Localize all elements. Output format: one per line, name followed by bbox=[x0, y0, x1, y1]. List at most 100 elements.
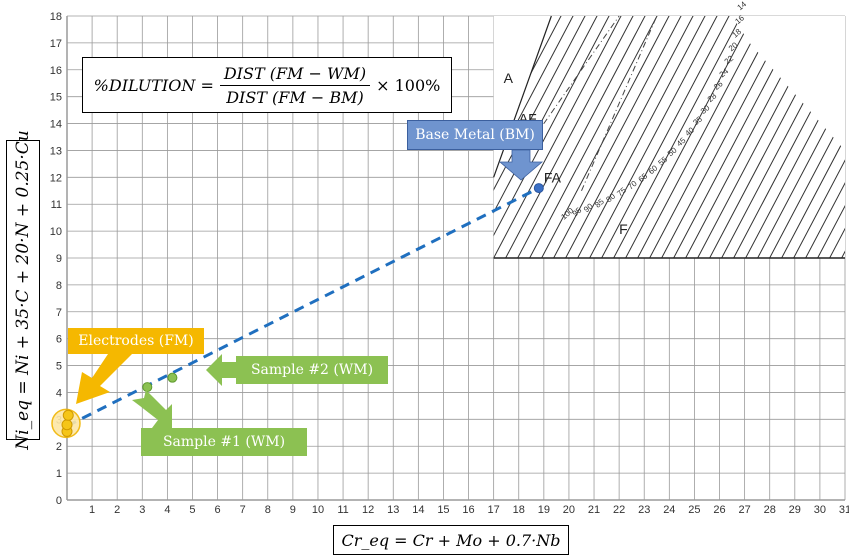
data-point bbox=[62, 409, 74, 421]
dilution-formula: %DILUTION = DIST (FM − WM) DIST (FM − BM… bbox=[82, 57, 452, 113]
base-metal-arrow bbox=[498, 149, 544, 181]
dilution-line-group bbox=[66, 186, 540, 428]
ferrite-line bbox=[733, 16, 845, 258]
y-axis-label: Ni_eq = Ni + 35·C + 20·N + 0.25·Cu bbox=[13, 130, 33, 450]
x-tick-label: 27 bbox=[738, 504, 750, 516]
formula-lhs: %DILUTION = bbox=[93, 75, 214, 95]
x-tick-label: 23 bbox=[638, 504, 650, 516]
x-tick-label: 30 bbox=[814, 504, 826, 516]
formula-rhs: × 100% bbox=[376, 75, 441, 95]
ferrite-line bbox=[565, 16, 717, 258]
x-tick-label: 19 bbox=[538, 504, 550, 516]
sample1-callout: Sample #1 (WM) bbox=[141, 428, 307, 456]
x-tick-label: 10 bbox=[312, 504, 324, 516]
y-tick-label: 13 bbox=[50, 145, 62, 157]
y-tick-label: 4 bbox=[56, 387, 62, 399]
formula-fraction: DIST (FM − WM) DIST (FM − BM) bbox=[219, 64, 371, 107]
x-tick-label: 3 bbox=[139, 504, 145, 516]
region-label: A bbox=[504, 70, 514, 86]
x-tick-label: 31 bbox=[839, 504, 849, 516]
ferrite-line bbox=[601, 16, 753, 258]
y-tick-label: 18 bbox=[50, 11, 62, 23]
data-point bbox=[61, 419, 73, 431]
data-points bbox=[51, 183, 544, 439]
x-tick-label: 5 bbox=[189, 504, 195, 516]
x-tick-label: 12 bbox=[362, 504, 374, 516]
sample2-arrow bbox=[206, 354, 236, 386]
axis-ticks: 1 2 3 4 5 6 7 8 9 10 11 12 13 14 15 16 17 18 19 20 21 22 23 24 2… bbox=[50, 11, 849, 516]
x-tick-label: 6 bbox=[215, 504, 221, 516]
x-tick-label: 22 bbox=[613, 504, 625, 516]
y-axis-label-box: Ni_eq = Ni + 35·C + 20·N + 0.25·Cu bbox=[6, 130, 40, 450]
x-tick-label: 13 bbox=[387, 504, 399, 516]
data-point bbox=[533, 183, 544, 194]
x-tick-label: 24 bbox=[663, 504, 675, 516]
y-tick-label: 8 bbox=[56, 280, 62, 292]
ferrite-boundary-line bbox=[493, 15, 552, 178]
x-tick-label: 25 bbox=[688, 504, 700, 516]
x-tick-label: 29 bbox=[789, 504, 801, 516]
x-axis-label: Cr_eq = Cr + Mo + 0.7·Nb bbox=[333, 525, 569, 555]
ferrite-region-bg bbox=[493, 16, 845, 258]
ferrite-line bbox=[817, 16, 845, 258]
ferrite-dashdot-line bbox=[581, 15, 658, 191]
x-tick-label: 15 bbox=[437, 504, 449, 516]
x-tick-label: 21 bbox=[588, 504, 600, 516]
y-tick-label: 9 bbox=[56, 253, 62, 265]
data-point bbox=[142, 382, 153, 393]
y-tick-label: 10 bbox=[50, 226, 62, 238]
ferrite-line bbox=[517, 16, 669, 258]
ferrite-line bbox=[493, 16, 645, 258]
ferrite-line bbox=[781, 16, 845, 258]
ferrite-line bbox=[505, 16, 657, 258]
ferrite-line bbox=[721, 16, 845, 258]
formula-numerator: DIST (FM − WM) bbox=[219, 64, 371, 86]
y-tick-label: 17 bbox=[50, 38, 62, 50]
y-tick-label: 0 bbox=[56, 495, 62, 507]
x-tick-label: 20 bbox=[563, 504, 575, 516]
region-label: F bbox=[619, 221, 628, 237]
x-tick-label: 17 bbox=[488, 504, 500, 516]
x-tick-label: 4 bbox=[164, 504, 170, 516]
data-point bbox=[167, 372, 178, 383]
ferrite-line bbox=[541, 16, 693, 258]
x-tick-label: 18 bbox=[513, 504, 525, 516]
x-tick-label: 8 bbox=[265, 504, 271, 516]
ferrite-region: AAFFAF0246810121416182022242628303540455… bbox=[493, 0, 845, 259]
y-tick-label: 6 bbox=[56, 334, 62, 346]
formula-denominator: DIST (FM − BM) bbox=[226, 87, 364, 107]
base-metal-callout: Base Metal (BM) bbox=[407, 120, 543, 150]
ferrite-line bbox=[805, 16, 845, 258]
x-tick-label: 2 bbox=[114, 504, 120, 516]
y-tick-label: 1 bbox=[56, 468, 62, 480]
x-tick-label: 1 bbox=[89, 504, 95, 516]
ferrite-number: 14 bbox=[736, 0, 749, 12]
electrodes-callout: Electrodes (FM) bbox=[68, 328, 204, 354]
ferrite-dashdot-line bbox=[528, 15, 620, 146]
x-tick-label: 26 bbox=[713, 504, 725, 516]
x-tick-label: 14 bbox=[412, 504, 424, 516]
y-tick-label: 11 bbox=[51, 199, 62, 211]
sample2-callout: Sample #2 (WM) bbox=[236, 356, 388, 384]
y-tick-label: 5 bbox=[56, 361, 62, 373]
ferrite-line bbox=[493, 16, 633, 258]
ferrite-line bbox=[493, 16, 597, 258]
y-tick-label: 15 bbox=[50, 92, 62, 104]
x-tick-label: 9 bbox=[290, 504, 296, 516]
ferrite-line bbox=[793, 16, 845, 258]
dilution-line bbox=[66, 186, 540, 428]
ferrite-line bbox=[493, 16, 609, 258]
x-tick-label: 28 bbox=[764, 504, 776, 516]
region-label: FA bbox=[544, 170, 562, 186]
y-tick-label: 14 bbox=[50, 119, 62, 131]
sample1-arrow bbox=[132, 390, 172, 428]
x-tick-label: 16 bbox=[462, 504, 474, 516]
x-tick-label: 7 bbox=[240, 504, 246, 516]
ferrite-line bbox=[553, 16, 705, 258]
y-tick-label: 7 bbox=[56, 307, 62, 319]
ferrite-line bbox=[589, 16, 741, 258]
ferrite-line bbox=[577, 16, 729, 258]
electrodes-arrow bbox=[76, 354, 132, 404]
y-tick-label: 12 bbox=[50, 172, 62, 184]
